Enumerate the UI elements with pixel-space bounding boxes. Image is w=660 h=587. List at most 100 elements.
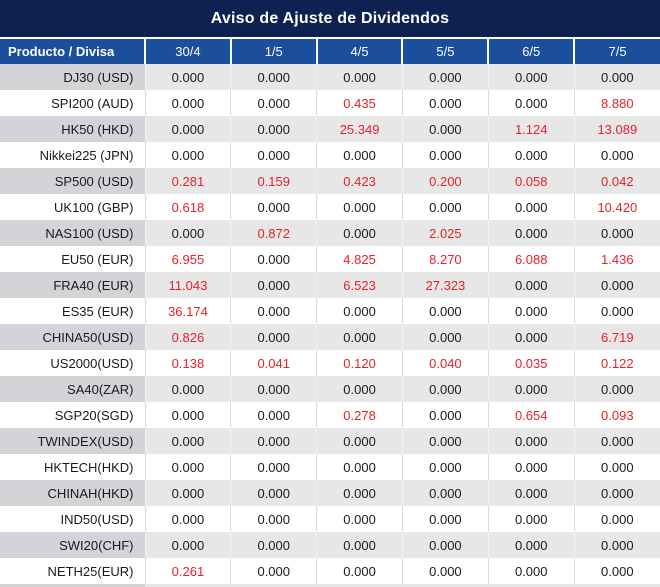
dividend-value-cell: 0.000 xyxy=(487,558,575,584)
dividend-value-cell: 0.000 xyxy=(230,480,317,506)
dividend-table: Producto / Divisa 30/4 1/5 4/5 5/5 6/5 7… xyxy=(0,39,660,584)
product-label: DJ30 (USD) xyxy=(0,64,145,90)
product-label: UK100 (GBP) xyxy=(0,194,145,220)
dividend-value-cell: 0.000 xyxy=(230,428,317,454)
dividend-value-cell: 0.000 xyxy=(316,506,403,532)
dividend-value-cell: 6.523 xyxy=(316,272,403,298)
dividend-value-cell: 0.000 xyxy=(401,194,489,220)
dividend-value-cell: 0.000 xyxy=(401,558,489,584)
product-label: HKTECH(HKD) xyxy=(0,454,145,480)
dividend-value-cell: 0.120 xyxy=(316,350,403,376)
dividend-value-cell: 0.000 xyxy=(144,428,231,454)
dividend-value-cell: 0.000 xyxy=(487,532,575,558)
panel-title: Aviso de Ajuste de Dividendos xyxy=(210,9,450,27)
dividend-value-cell: 0.000 xyxy=(573,142,660,168)
product-label: SGP20(SGD) xyxy=(0,402,145,428)
dividend-value-cell: 0.000 xyxy=(230,506,317,532)
bottom-row-sliver xyxy=(0,584,660,587)
dividend-value-cell: 0.000 xyxy=(316,194,403,220)
dividend-value-cell: 0.000 xyxy=(487,90,575,116)
table-row: DJ30 (USD) 0.000 0.000 0.000 0.000 0.000 0.000 xyxy=(0,64,660,90)
table-row: SWI20(CHF) 0.000 0.000 0.000 0.000 0.000 0.000 xyxy=(0,532,660,558)
dividend-value-cell: 0.000 xyxy=(230,324,317,350)
dividend-value-cell: 0.000 xyxy=(487,298,575,324)
dividend-value-cell: 1.124 xyxy=(487,116,575,142)
dividend-value-cell: 0.000 xyxy=(144,532,231,558)
dividend-value-cell: 0.000 xyxy=(401,64,489,90)
title-bar: Aviso de Ajuste de Dividendos xyxy=(0,0,660,39)
dividend-value-cell: 0.000 xyxy=(316,324,403,350)
product-label: ES35 (EUR) xyxy=(0,298,145,324)
dividend-value-cell: 0.000 xyxy=(401,532,489,558)
dividend-value-cell: 0.000 xyxy=(401,480,489,506)
dividend-value-cell: 0.000 xyxy=(230,298,317,324)
dividend-value-cell: 0.000 xyxy=(230,376,317,402)
dividend-value-cell: 0.000 xyxy=(487,376,575,402)
product-label: CHINA50(USD) xyxy=(0,324,145,350)
dividend-value-cell: 0.000 xyxy=(316,64,403,90)
dividend-value-cell: 0.000 xyxy=(573,376,660,402)
dividend-value-cell: 0.000 xyxy=(230,272,317,298)
dividend-value-cell: 0.000 xyxy=(487,454,575,480)
dividend-value-cell: 0.000 xyxy=(230,90,317,116)
dividend-value-cell: 0.000 xyxy=(144,220,231,246)
dividend-value-cell: 0.261 xyxy=(144,558,231,584)
dividend-value-cell: 0.000 xyxy=(573,480,660,506)
dividend-value-cell: 0.000 xyxy=(401,506,489,532)
dividend-value-cell: 0.000 xyxy=(144,376,231,402)
dividend-value-cell: 0.000 xyxy=(487,194,575,220)
product-label: HK50 (HKD) xyxy=(0,116,145,142)
column-header-date-6: 7/5 xyxy=(573,39,660,64)
product-label: FRA40 (EUR) xyxy=(0,272,145,298)
dividend-value-cell: 0.000 xyxy=(487,272,575,298)
dividend-value-cell: 0.000 xyxy=(573,272,660,298)
product-label: EU50 (EUR) xyxy=(0,246,145,272)
dividend-value-cell: 0.000 xyxy=(230,246,317,272)
dividend-value-cell: 0.423 xyxy=(316,168,403,194)
product-label: SA40(ZAR) xyxy=(0,376,145,402)
dividend-value-cell: 0.000 xyxy=(401,428,489,454)
table-row: ES35 (EUR) 36.174 0.000 0.000 0.000 0.000 0.00… xyxy=(0,298,660,324)
dividend-value-cell: 36.174 xyxy=(144,298,231,324)
dividend-value-cell: 0.000 xyxy=(573,428,660,454)
column-header-product: Producto / Divisa xyxy=(0,39,145,64)
dividend-value-cell: 0.000 xyxy=(573,532,660,558)
table-row: CHINAH(HKD) 0.000 0.000 0.000 0.000 0.000 0.00… xyxy=(0,480,660,506)
dividend-value-cell: 0.000 xyxy=(487,480,575,506)
dividend-value-cell: 6.955 xyxy=(144,246,231,272)
table-row: NETH25(EUR) 0.261 0.000 0.000 0.000 0.000 0.00… xyxy=(0,558,660,584)
table-row: HK50 (HKD) 0.000 0.000 25.349 0.000 1.124 13.0… xyxy=(0,116,660,142)
product-label: NAS100 (USD) xyxy=(0,220,145,246)
dividend-value-cell: 0.000 xyxy=(144,454,231,480)
product-label: Nikkei225 (JPN) xyxy=(0,142,145,168)
table-row: SP500 (USD) 0.281 0.159 0.423 0.200 0.058 0.04… xyxy=(0,168,660,194)
table-row: SPI200 (AUD) 0.000 0.000 0.435 0.000 0.000 8.8… xyxy=(0,90,660,116)
dividend-value-cell: 0.000 xyxy=(573,64,660,90)
dividend-value-cell: 0.000 xyxy=(401,116,489,142)
dividend-value-cell: 0.435 xyxy=(316,90,403,116)
product-label: CHINAH(HKD) xyxy=(0,480,145,506)
dividend-value-cell: 13.089 xyxy=(573,116,660,142)
dividend-value-cell: 0.000 xyxy=(316,376,403,402)
column-header-date-4: 5/5 xyxy=(401,39,489,64)
dividend-value-cell: 0.000 xyxy=(144,480,231,506)
table-row: CHINA50(USD) 0.826 0.000 0.000 0.000 0.000 6.7… xyxy=(0,324,660,350)
table-row: TWINDEX(USD) 0.000 0.000 0.000 0.000 0.000 0.0… xyxy=(0,428,660,454)
dividend-value-cell: 0.618 xyxy=(144,194,231,220)
dividend-value-cell: 0.000 xyxy=(401,454,489,480)
dividend-value-cell: 1.436 xyxy=(573,246,660,272)
dividend-value-cell: 6.719 xyxy=(573,324,660,350)
table-row: SGP20(SGD) 0.000 0.000 0.278 0.000 0.654 0.093 xyxy=(0,402,660,428)
dividend-value-cell: 8.270 xyxy=(401,246,489,272)
column-header-date-5: 6/5 xyxy=(487,39,575,64)
column-header-date-3: 4/5 xyxy=(315,39,403,64)
dividend-value-cell: 0.000 xyxy=(144,142,231,168)
dividend-value-cell: 0.000 xyxy=(230,142,317,168)
dividend-value-cell: 0.159 xyxy=(230,168,317,194)
dividend-value-cell: 0.000 xyxy=(573,558,660,584)
dividend-value-cell: 0.000 xyxy=(144,506,231,532)
product-label: TWINDEX(USD) xyxy=(0,428,145,454)
dividend-value-cell: 0.035 xyxy=(487,350,575,376)
dividend-value-cell: 0.000 xyxy=(230,454,317,480)
